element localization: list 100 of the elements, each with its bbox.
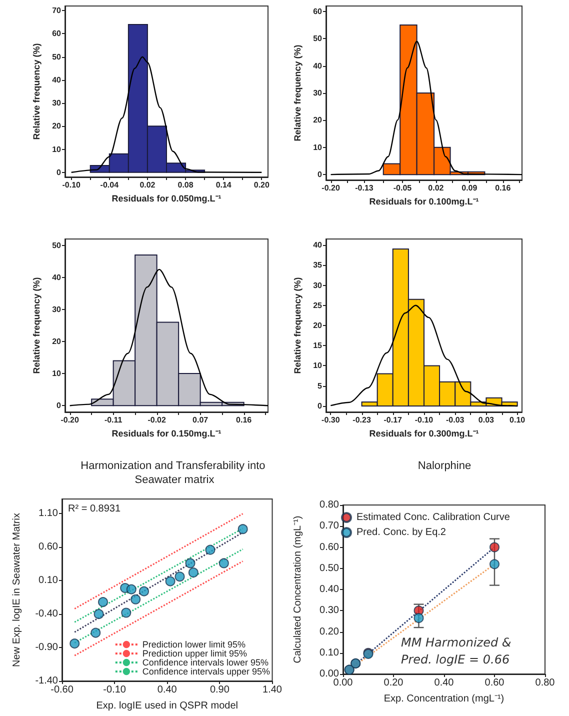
chart-title: Nalorphine	[418, 460, 472, 472]
y-tick-label: 0.30	[320, 605, 340, 616]
y-tick-label: 60	[313, 6, 323, 16]
y-tick-label: 0.70	[320, 520, 340, 532]
y-axis-title: Relative frequency (%)	[292, 44, 302, 142]
x-tick-label: 0.08	[178, 180, 194, 190]
y-tick-label: 25	[313, 300, 323, 310]
x-tick-label: -0.11	[104, 416, 123, 424]
x-tick-label: 0.16	[495, 184, 512, 192]
legend-label: Estimated Conc. Calibration Curve	[356, 512, 510, 523]
x-tick-label: 0.20	[384, 678, 404, 688]
x-tick-label: 0.16	[236, 416, 252, 424]
x-tick-label: -0.23	[352, 416, 372, 424]
y-tick-label: 60	[52, 29, 62, 38]
y-tick-label: 10	[313, 361, 323, 370]
x-tick-label: 0.02	[428, 184, 444, 192]
x-tick-label: 0.03	[478, 416, 495, 424]
x-tick-label: -0.02	[148, 416, 166, 424]
legend-label: Prediction upper limit 95%	[142, 648, 247, 658]
y-tick-label: 40	[313, 61, 323, 70]
y-tick-label: 0	[318, 401, 323, 410]
x-tick-label: -0.04	[100, 180, 120, 190]
x-tick-label: 0.00	[333, 678, 354, 688]
y-tick-label: 40	[52, 272, 62, 282]
x-tick-label: 0.60	[484, 678, 505, 688]
y-tick-label: -0.40	[35, 608, 58, 620]
y-tick-label: 0.20	[320, 626, 340, 638]
y-axis-title: Calculated Concentration (mgL⁻¹)	[292, 516, 304, 664]
y-tick-label: 30	[52, 98, 62, 108]
legend-label: Prediction lower limit 95%	[142, 640, 246, 650]
annotation: R² = 0.8931	[68, 504, 121, 514]
x-tick-label: 0.14	[216, 180, 232, 190]
y-tick-label: 0.10	[320, 647, 340, 658]
x-axis-title: Residuals for 0.150mg.L⁻¹	[112, 428, 222, 438]
legend-label: Confidence intervals lower 95%	[142, 658, 268, 668]
y-tick-label: 0.10	[38, 575, 58, 586]
y-tick-label: 0.80	[320, 500, 340, 510]
y-tick-label: 35	[313, 260, 323, 270]
x-tick-label: 0.90	[210, 684, 230, 696]
y-tick-label: 30	[313, 280, 323, 290]
y-tick-label: 50	[52, 52, 62, 62]
y-tick-label: 50	[52, 240, 62, 250]
y-tick-label: 0	[56, 168, 62, 177]
y-tick-label: 30	[313, 88, 323, 98]
y-tick-label: 1.10	[38, 508, 58, 520]
x-tick-label: -0.20	[60, 416, 80, 424]
y-tick-label: 0.40	[320, 584, 340, 595]
y-tick-label: 15	[313, 341, 323, 350]
x-tick-label: 0.09	[462, 184, 478, 192]
y-tick-label: 5	[318, 381, 323, 390]
x-axis-title: Exp. Concentration (mgL⁻¹)	[384, 694, 504, 704]
x-axis-title: Residuals for 0.300mg.L⁻¹	[369, 428, 479, 438]
annotation: MM Harmonized & Pred. logIE = 0.66	[401, 636, 516, 666]
x-tick-label: 0.20	[254, 180, 270, 190]
y-tick-label: 20	[313, 116, 323, 125]
x-tick-label: -0.13	[355, 184, 374, 192]
y-axis-title: New Exp. logIE in Seawater Matrix	[12, 513, 22, 667]
legend-label: Confidence intervals upper 95%	[142, 666, 270, 676]
y-tick-label: 0.60	[38, 542, 58, 553]
x-tick-label: 1.40	[262, 684, 282, 696]
x-axis-title: Exp. logIE used in QSPR model	[96, 700, 238, 712]
x-tick-label: 0.80	[535, 678, 556, 688]
y-tick-label: 30	[52, 304, 62, 314]
x-tick-label: -0.30	[322, 416, 340, 424]
y-tick-label: 0	[318, 170, 323, 180]
y-tick-label: 40	[313, 240, 323, 250]
y-axis-title: Relative frequency (%)	[32, 43, 42, 140]
y-tick-label: 10	[52, 369, 62, 378]
y-axis-title: Relative frequency (%)	[292, 277, 302, 374]
x-tick-label: -0.20	[322, 184, 340, 192]
x-tick-label: 0.40	[434, 678, 454, 688]
x-axis-title: Residuals for 0.050mg.L⁻¹	[112, 194, 222, 204]
y-axis-title: Relative frequency (%)	[32, 277, 42, 374]
y-tick-label: -0.90	[35, 642, 58, 654]
chart-title: Harmonization and Transferability into Seawater matrix	[80, 460, 268, 486]
x-tick-label: -0.03	[446, 416, 465, 424]
y-tick-label: 20	[52, 337, 62, 346]
y-tick-label: 50	[313, 34, 323, 44]
x-tick-label: 0.40	[157, 684, 178, 696]
y-tick-label: 10	[313, 142, 323, 152]
x-tick-label: -0.60	[50, 684, 74, 696]
y-tick-label: 20	[313, 321, 323, 330]
y-tick-label: -1.40	[35, 676, 58, 686]
y-tick-label: 0	[56, 401, 62, 410]
x-tick-label: 0.10	[510, 416, 526, 424]
x-tick-label: -0.05	[393, 184, 412, 192]
x-tick-label: -0.10	[103, 684, 126, 696]
legend-label: Pred. Conc. by Eq.2	[356, 527, 446, 538]
y-tick-label: 0.60	[320, 542, 340, 553]
x-tick-label: 0.02	[140, 180, 156, 190]
y-tick-label: 0.50	[320, 562, 340, 574]
y-tick-label: 70	[52, 6, 62, 16]
x-tick-label: -0.10	[62, 180, 82, 190]
y-tick-label: 40	[52, 75, 62, 84]
y-tick-label: 0.00	[320, 668, 340, 680]
x-tick-label: -0.10	[414, 416, 434, 424]
y-tick-label: 10	[52, 144, 62, 154]
x-axis-title: Residuals for 0.100mg.L⁻¹	[369, 196, 479, 206]
y-tick-label: 20	[52, 122, 62, 131]
x-tick-label: -0.17	[384, 416, 403, 424]
